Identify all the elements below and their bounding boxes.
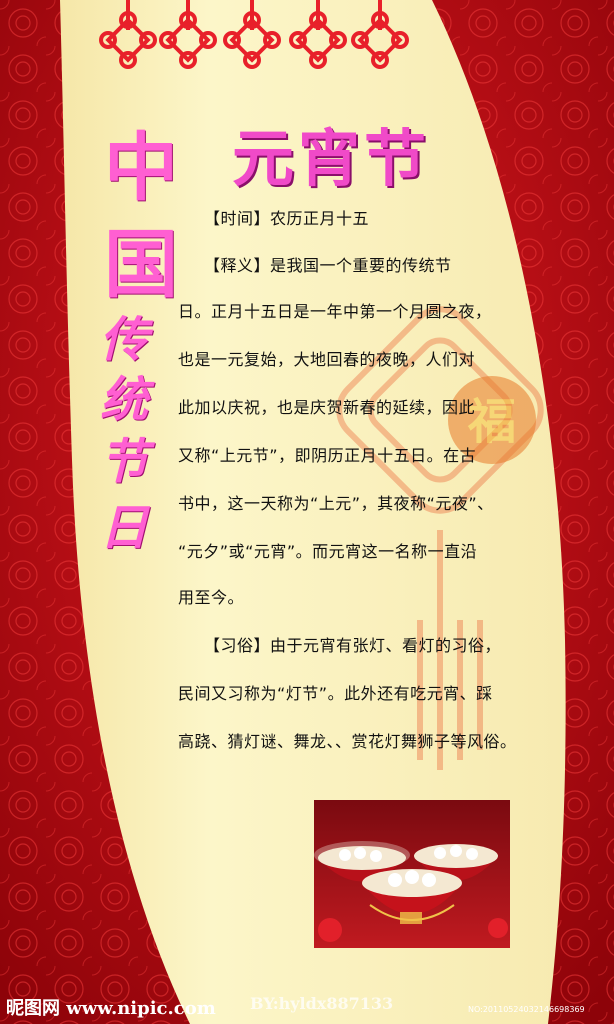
body-line: 高跷、猜灯谜、舞龙、、赏花灯舞狮子等风俗。 bbox=[178, 732, 517, 751]
cream-panel bbox=[60, 0, 566, 1024]
script-char-chuan: 传 bbox=[100, 312, 149, 368]
yuanxiao-bowls-photo bbox=[314, 800, 510, 948]
chinese-knot-row bbox=[99, 0, 409, 69]
body-line: 日。正月十五日是一年中第一个月圆之夜， bbox=[178, 302, 492, 321]
body-line-time: 【时间】农历正月十五 bbox=[204, 209, 370, 228]
script-char-ri: 日 bbox=[100, 500, 149, 556]
watermark-author: BY:hyldx887133 bbox=[250, 994, 394, 1013]
body-line: 书中，这一天称为“上元”，其夜称“元夜”、 bbox=[178, 494, 494, 513]
body-line: 又称“上元节”，即阴历正月十五日。在古 bbox=[178, 446, 477, 465]
poster-title: 元宵节 bbox=[232, 122, 431, 195]
svg-text:福: 福 bbox=[467, 394, 516, 450]
decorative-knot-ornament bbox=[336, 306, 544, 770]
body-line: 民间又习称为“灯节”。此外还有吃元宵、踩 bbox=[178, 684, 493, 703]
body-line: 此加以庆祝，也是庆贺新春的延续，因此 bbox=[178, 398, 476, 417]
watermark-id: NO:20110524032146698369 bbox=[468, 1005, 585, 1014]
body-line: 也是一元复始，大地回春的夜晚，人们对 bbox=[178, 350, 476, 369]
vertical-char-guo: 国 bbox=[104, 222, 178, 308]
body-line-customs: 【习俗】由于元宵有张灯、看灯的习俗， bbox=[204, 636, 502, 655]
script-char-tong: 统 bbox=[100, 372, 149, 428]
body-line-meaning: 【释义】是我国一个重要的传统节 bbox=[204, 256, 452, 275]
body-line: 用至今。 bbox=[178, 588, 245, 607]
body-line: “元夕”或“元宵”。而元宵这一名称一直沿 bbox=[178, 542, 478, 561]
watermark-site: 昵图网 www.nipic.com bbox=[6, 998, 216, 1019]
script-char-jie: 节 bbox=[100, 434, 149, 490]
vertical-char-zhong: 中 bbox=[104, 125, 178, 211]
